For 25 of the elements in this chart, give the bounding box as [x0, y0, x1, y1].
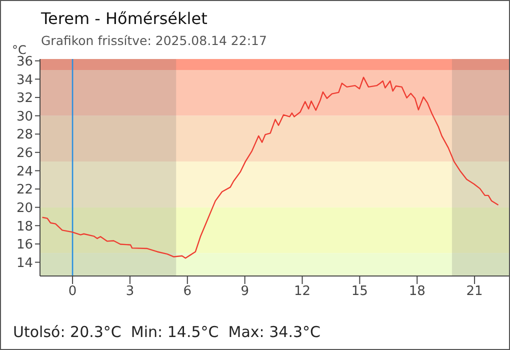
y-tick-label: 22: [16, 182, 33, 198]
x-tick-label: 15: [351, 284, 368, 300]
y-tick-label: 30: [16, 109, 33, 124]
y-tick-label: 24: [16, 164, 33, 180]
y-tick-label: 16: [16, 238, 33, 253]
y-tick-label: 34: [16, 72, 33, 88]
x-tick-label: 6: [183, 284, 192, 300]
x-tick-label: 12: [294, 284, 311, 300]
x-tick-label: 0: [68, 284, 77, 300]
text: Utolsó: 20.3°C Min: 14.5°C Max: 34.3°C: [13, 323, 320, 341]
x-tick-label: 9: [240, 284, 249, 300]
chart-title: Terem - Hőmérséklet: [41, 9, 208, 28]
y-tick-label: 18: [16, 219, 33, 234]
line-series: [42, 76, 499, 259]
y-tick-label: 36: [16, 54, 33, 70]
y-axis-title: °C: [12, 43, 26, 57]
x-tick-label: 3: [126, 284, 134, 300]
y-tick-label: 20: [16, 200, 33, 216]
y-tick-label: 14: [16, 256, 33, 271]
chart-subtitle: Grafikon frissítve: 2025.08.14 22:17: [41, 33, 267, 48]
x-tick-label: 21: [466, 284, 483, 300]
y-tick-label: 28: [16, 128, 33, 143]
x-tick-label: 18: [408, 284, 426, 300]
y-tick-label: 26: [16, 146, 33, 162]
y-tick-label: 32: [16, 91, 33, 106]
